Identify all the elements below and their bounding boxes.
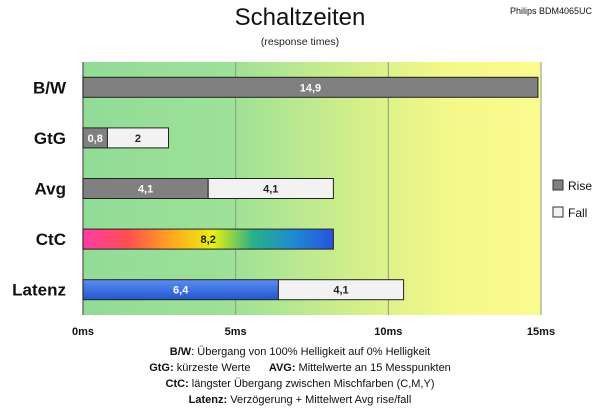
monitor-model: Philips BDM4065UC [509, 6, 592, 16]
x-axis-ticks: 0ms 5ms 10ms 15ms [72, 326, 555, 338]
bar-fall-label: 4,1 [333, 285, 348, 297]
legend-fall-swatch [552, 206, 564, 218]
footer-notes: B/W: Übergang von 100% Helligkeit auf 0%… [0, 344, 600, 408]
footer-line-latenz: Latenz: Verzögerung + Mittelwert Avg ris… [188, 394, 412, 406]
footer-line-ctc: CtC: längster Übergang zwischen Mischfar… [165, 378, 435, 390]
bar-fall [207, 178, 334, 199]
category-labels: B/W GtG Avg CtC Latenz [12, 78, 67, 299]
legend-fall-label: Fall [568, 206, 587, 220]
category-label: B/W [33, 78, 67, 97]
footer-line-gtg: GtG: kürzeste Werte AVG: Mittelwerte an … [149, 362, 451, 374]
chart-title: Schaltzeiten [234, 4, 366, 31]
x-tick-label: 0ms [72, 326, 94, 338]
bar-fall [106, 127, 169, 149]
category-label: GtG [34, 129, 66, 148]
bar-rise-label: 0,8 [88, 133, 103, 145]
bar-rise [82, 76, 539, 98]
chart-subtitle: (response times) [260, 36, 340, 48]
legend: Rise Fall [552, 179, 592, 220]
x-tick-label: 5ms [225, 326, 247, 338]
x-tick-label: 10ms [374, 326, 402, 338]
bar-fall-label: 4,1 [263, 184, 278, 196]
category-label: CtC [36, 230, 66, 249]
bar-rise-label: 8,2 [201, 234, 216, 246]
bar-rise [82, 228, 334, 250]
bar-rise-label: 6,4 [173, 285, 189, 297]
bar-fall [277, 279, 405, 301]
bar-rise-label: 4,1 [138, 184, 153, 196]
x-tick-label: 15ms [527, 326, 555, 338]
legend-rise-label: Rise [568, 179, 592, 193]
bar-fall-label: 2 [135, 133, 141, 145]
legend-rise-swatch [552, 179, 564, 191]
category-label: Latenz [12, 281, 66, 300]
footer-line-bw: B/W: Übergang von 100% Helligkeit auf 0%… [169, 346, 431, 358]
bar-rise-label: 14,9 [300, 82, 321, 94]
bars: 14,9 0,8 2 4,1 4,1 8,2 6,4 4,1 [82, 76, 539, 301]
category-label: Avg [35, 180, 67, 199]
